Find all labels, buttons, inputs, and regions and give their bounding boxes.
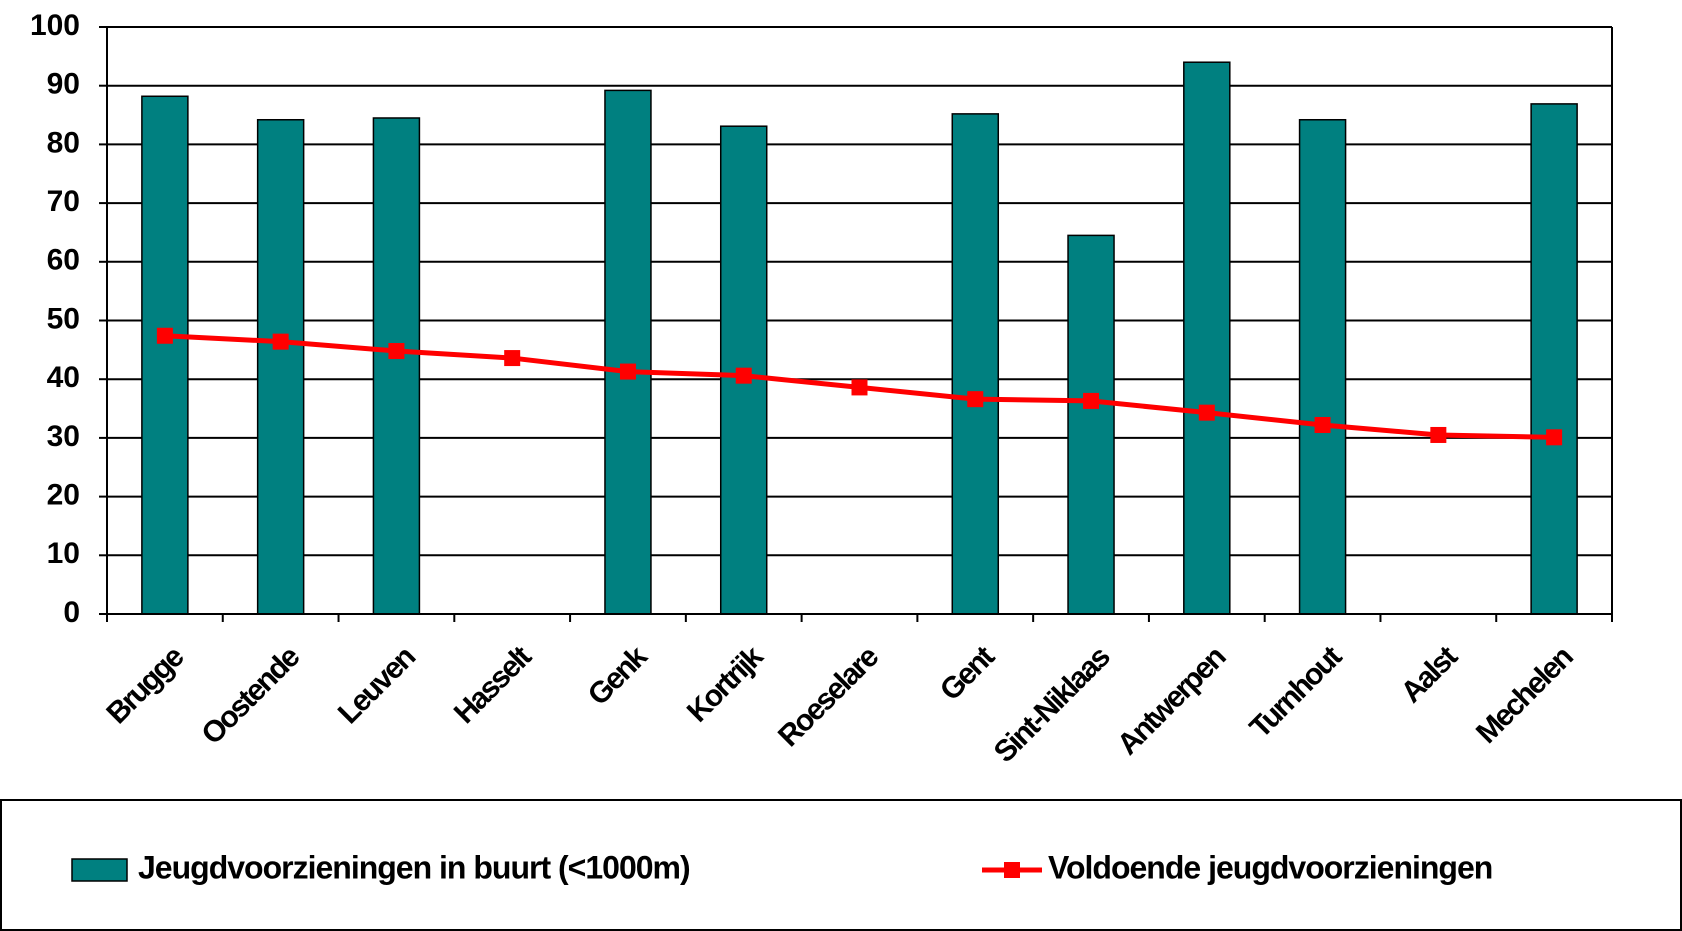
y-tick-label: 40 (47, 361, 80, 394)
marker (388, 343, 405, 360)
marker (967, 391, 984, 408)
x-tick-label: Leuven (332, 641, 422, 731)
marker (504, 350, 521, 367)
y-tick-label: 100 (30, 9, 80, 42)
x-tick-label: Aalst (1395, 640, 1465, 710)
bar (256, 118, 305, 615)
y-tick-label: 60 (47, 244, 80, 277)
y-tick-label: 10 (47, 537, 80, 570)
legend-label: Jeugdvoorzieningen in buurt (<1000m) (138, 849, 690, 885)
marker (272, 333, 289, 350)
marker (1430, 426, 1447, 443)
bar (1530, 103, 1578, 615)
bar (1067, 234, 1115, 615)
legend-marker (1004, 862, 1020, 878)
bar (1298, 118, 1347, 615)
y-tick-label: 70 (47, 185, 80, 218)
marker (735, 367, 752, 384)
x-tick-label: Hasselt (448, 640, 538, 730)
marker (156, 327, 173, 344)
x-tick-label: Kortrijk (681, 640, 770, 729)
x-tick-label: Oostende (195, 640, 306, 751)
marker (1314, 416, 1331, 433)
y-tick-label: 0 (63, 596, 80, 629)
y-tick-label: 30 (47, 420, 80, 453)
bar (604, 89, 652, 615)
marker (851, 379, 868, 396)
legend-swatch (71, 858, 128, 882)
x-tick-label: Genk (582, 640, 654, 712)
x-tick-label: Sint-Niklaas (988, 640, 1117, 769)
x-tick-label: Gent (934, 640, 1001, 707)
bar (1183, 61, 1231, 615)
marker (1198, 404, 1215, 421)
bar (951, 113, 1000, 615)
x-tick-label: Antwerpen (1111, 641, 1232, 762)
marker (1546, 429, 1563, 446)
legend-box (0, 799, 1682, 931)
x-tick-label: Turnhout (1244, 640, 1349, 745)
y-tick-label: 90 (47, 68, 80, 101)
y-tick-label: 50 (47, 302, 80, 335)
x-tick-label: Brugge (100, 640, 190, 730)
marker (1083, 392, 1100, 409)
y-tick-label: 80 (47, 126, 80, 159)
legend-label: Voldoende jeugdvoorzieningen (1048, 849, 1492, 885)
x-tick-label: Mechelen (1470, 641, 1579, 750)
y-tick-label: 20 (47, 479, 80, 512)
x-tick-label: Roeselare (772, 640, 885, 753)
marker (619, 363, 636, 380)
bar (141, 95, 189, 615)
bar (372, 117, 421, 615)
